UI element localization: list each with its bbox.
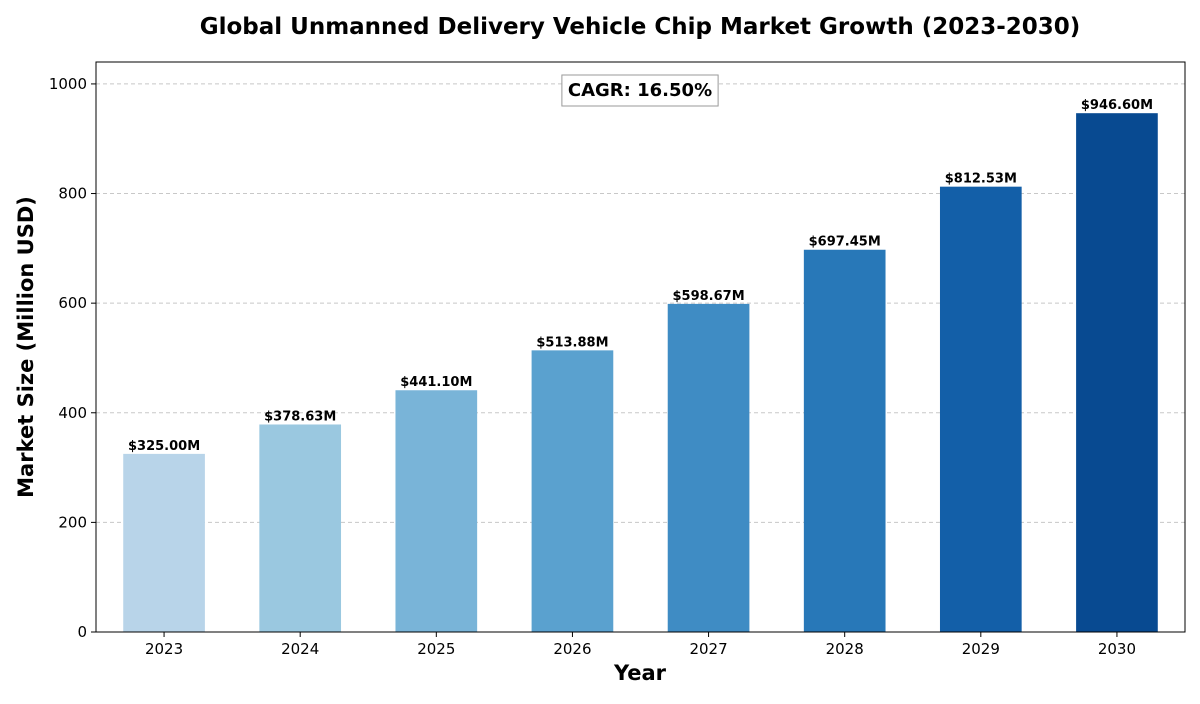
bar-2029 (939, 186, 1022, 632)
y-tick-label: 600 (58, 294, 87, 312)
data-label-2030: $946.60M (1081, 98, 1153, 113)
bar-2028 (803, 249, 886, 632)
data-label-2024: $378.63M (264, 409, 336, 424)
x-tick-label-2025: 2025 (417, 640, 455, 658)
x-tick-label-2029: 2029 (962, 640, 1000, 658)
data-label-2026: $513.88M (536, 335, 608, 350)
cagr-annotation-text: CAGR: 16.50% (568, 80, 712, 101)
bar-2026 (531, 350, 614, 632)
data-label-2023: $325.00M (128, 439, 200, 454)
x-tick-label-2024: 2024 (281, 640, 319, 658)
x-tick-label-2027: 2027 (689, 640, 727, 658)
y-tick-label: 800 (58, 185, 87, 203)
bar-2025 (395, 390, 478, 632)
x-axis-label: Year (613, 661, 667, 685)
x-tick-label-2023: 2023 (145, 640, 183, 658)
bars (123, 113, 1158, 633)
plot-frame (95, 61, 1186, 633)
chart-title: Global Unmanned Delivery Vehicle Chip Ma… (200, 14, 1081, 40)
y-axis-label: Market Size (Million USD) (14, 196, 38, 498)
data-labels: $325.00M $378.63M $441.10M $513.88M $598.67M… (128, 98, 1153, 454)
y-tick-label: 1000 (49, 75, 87, 93)
bar-2024 (259, 424, 342, 632)
data-label-2027: $598.67M (672, 289, 744, 304)
bar-2023 (123, 453, 205, 632)
cagr-annotation: CAGR: 16.50% (561, 74, 719, 107)
y-tick-label: 400 (58, 404, 87, 422)
cagr-annotation-box (561, 74, 719, 107)
x-tick-label-2030: 2030 (1098, 640, 1136, 658)
x-tick-label-2028: 2028 (826, 640, 864, 658)
y-tick-label: 200 (58, 513, 87, 531)
data-label-2029: $812.53M (945, 172, 1017, 187)
data-label-2028: $697.45M (809, 235, 881, 250)
data-label-2025: $441.10M (400, 375, 472, 390)
y-tick-label: 0 (77, 623, 87, 641)
x-tick-label-2026: 2026 (553, 640, 591, 658)
bar-2030 (1076, 113, 1158, 633)
bar-2027 (667, 303, 750, 632)
axis-ticks: 0 200 400 600 800 1000 2023 2024 2025 2026 2027 202… (49, 75, 1136, 658)
